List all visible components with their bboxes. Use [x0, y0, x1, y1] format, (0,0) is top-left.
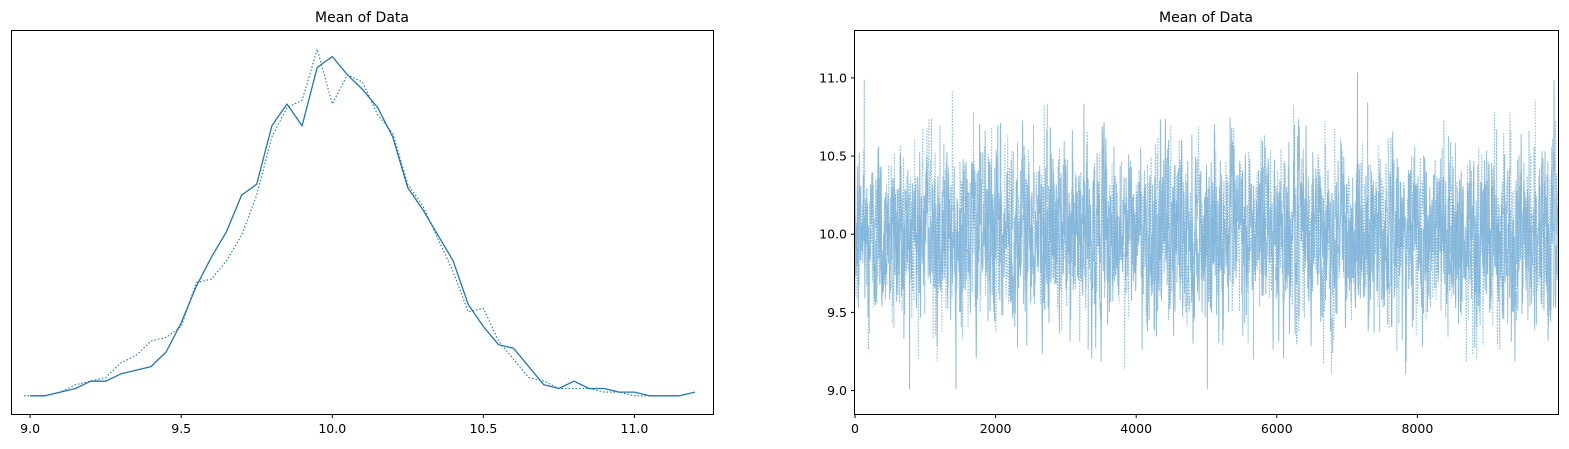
trace-x-tick-label: 8000	[1401, 421, 1433, 436]
kde-x-axis: 9.0 9.5 10.0 10.5 11.0	[20, 414, 648, 436]
kde-panel: Mean of Data 9.0 9.5 10.0 10.5 11.0	[11, 10, 714, 436]
trace-panel: Mean of Data 0 2000 4000 6000 8000 9.0 9.5 10.…	[819, 10, 1559, 436]
trace-title: Mean of Data	[1159, 10, 1253, 26]
kde-title: Mean of Data	[315, 10, 409, 26]
kde-x-tick-label: 10.5	[469, 421, 497, 436]
trace-axes-frame	[854, 30, 1559, 415]
trace-plot-area	[854, 72, 1559, 389]
kde-axes-frame	[11, 30, 714, 415]
kde-x-tick-label: 9.5	[171, 421, 191, 436]
trace-x-tick-label: 0	[851, 421, 859, 436]
trace-y-tick-label: 9.0	[827, 383, 847, 398]
trace-y-tick-label: 11.0	[819, 70, 847, 85]
trace-y-tick-label: 10.0	[819, 227, 847, 242]
trace-x-tick-label: 2000	[980, 421, 1012, 436]
kde-plot-area	[24, 48, 696, 397]
trace-y-axis: 9.0 9.5 10.0 10.5 11.0	[819, 70, 855, 398]
trace-x-tick-label: 4000	[1120, 421, 1152, 436]
kde-x-tick-label: 11.0	[621, 421, 649, 436]
trace-y-tick-label: 9.5	[827, 305, 847, 320]
trace-x-tick-label: 6000	[1261, 421, 1293, 436]
kde-series-solid	[30, 55, 696, 397]
trace-y-tick-label: 10.5	[819, 149, 847, 164]
kde-x-tick-label: 9.0	[20, 421, 40, 436]
trace-series-solid	[854, 72, 1559, 389]
trace-x-axis: 0 2000 4000 6000 8000	[851, 414, 1433, 436]
trace-series-dotted	[854, 79, 1559, 374]
kde-series-dotted	[24, 48, 665, 397]
kde-x-tick-label: 10.0	[318, 421, 346, 436]
